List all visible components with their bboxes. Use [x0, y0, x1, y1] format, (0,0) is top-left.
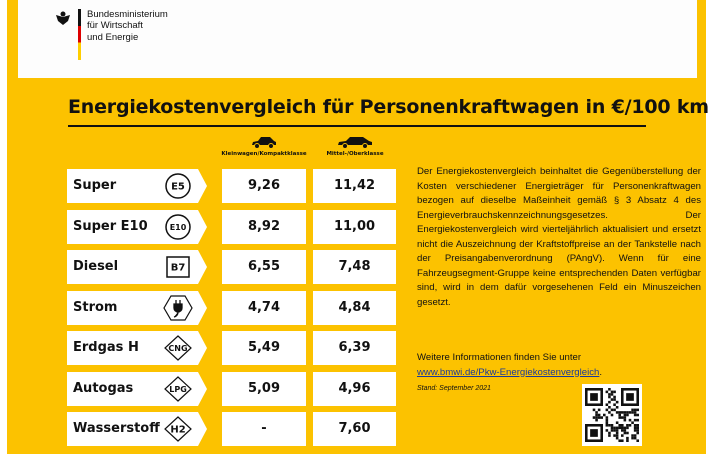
cost-small-car: 4,74 [222, 290, 306, 325]
arrow-tip [198, 412, 207, 446]
cost-small-car: - [222, 412, 306, 446]
fuel-name: Wasserstoff [67, 412, 198, 446]
arrow-tip [198, 331, 207, 365]
table-row: Diesel B7 6,55 7,48 [67, 250, 397, 284]
cost-small-car: 6,55 [222, 250, 306, 284]
cost-small-car: 5,09 [222, 371, 306, 406]
info-link[interactable]: www.bmwi.de/Pkw-Energiekostenvergleich [417, 366, 600, 378]
header: Bundesministerium für Wirtschaft und Ene… [18, 0, 697, 78]
cost-large-car: 4,96 [313, 371, 396, 406]
badge-label: H2 [170, 425, 185, 436]
fuel-badge-icon: LPG [164, 375, 192, 402]
qr-code [582, 384, 642, 446]
column-header-large: Mittel-/Oberklasse [305, 136, 405, 157]
arrow-tip [198, 290, 207, 325]
badge-label: LPG [169, 384, 187, 393]
german-flag-bar [78, 9, 81, 60]
arrow-tip [198, 371, 207, 406]
federal-eagle-icon [56, 11, 70, 25]
cost-large-car: 7,48 [313, 250, 396, 284]
fuel-badge-icon: CNG [164, 335, 192, 361]
cost-large-car: 11,00 [313, 209, 396, 244]
badge-label: E5 [171, 182, 185, 193]
arrow-tip [198, 250, 207, 284]
large-car-icon [338, 137, 372, 149]
page-title: Energiekostenvergleich für Personenkraft… [68, 96, 709, 118]
badge-label: B7 [171, 263, 186, 274]
small-car-icon [252, 137, 276, 149]
table-row: Strom 4,74 4,84 [67, 290, 397, 325]
more-info: Weitere Informationen finden Sie unter w… [417, 352, 603, 378]
arrow-tip [198, 169, 207, 203]
table-row: Autogas LPG 5,09 4,96 [67, 371, 397, 406]
cost-large-car: 6,39 [313, 331, 396, 365]
fuel-badge-icon: B7 [166, 256, 190, 278]
table-row: Erdgas H CNG 5,49 6,39 [67, 331, 397, 365]
title-divider [68, 125, 646, 127]
table-row: Super E10 E10 8,92 11,00 [67, 209, 397, 244]
table-row: Super E5 9,26 11,42 [67, 169, 397, 203]
description: Der Energiekostenvergleich beinhaltet di… [417, 166, 701, 308]
qr-code-icon [585, 388, 639, 442]
date-stamp: Stand: September 2021 [417, 385, 491, 392]
fuel-badge-icon: E10 [165, 213, 191, 240]
cost-small-car: 8,92 [222, 209, 306, 244]
cost-large-car: 7,60 [313, 412, 396, 446]
badge-label: CNG [168, 344, 187, 353]
table-row: Wasserstoff H2 -7,60 [67, 412, 397, 446]
ministry-name: Bundesministerium für Wirtschaft und Ene… [87, 9, 168, 43]
cost-large-car: 4,84 [313, 290, 396, 325]
cost-small-car: 5,49 [222, 331, 306, 365]
fuel-badge-icon: H2 [164, 416, 192, 442]
arrow-tip [198, 209, 207, 244]
column-header-small: Kleinwagen/Kompaktklasse [214, 136, 314, 157]
fuel-badge-icon: E5 [165, 173, 191, 199]
cost-large-car: 11,42 [313, 169, 396, 203]
cost-small-car: 9,26 [222, 169, 306, 203]
badge-label: E10 [170, 222, 187, 231]
fuel-badge-icon [163, 294, 193, 321]
